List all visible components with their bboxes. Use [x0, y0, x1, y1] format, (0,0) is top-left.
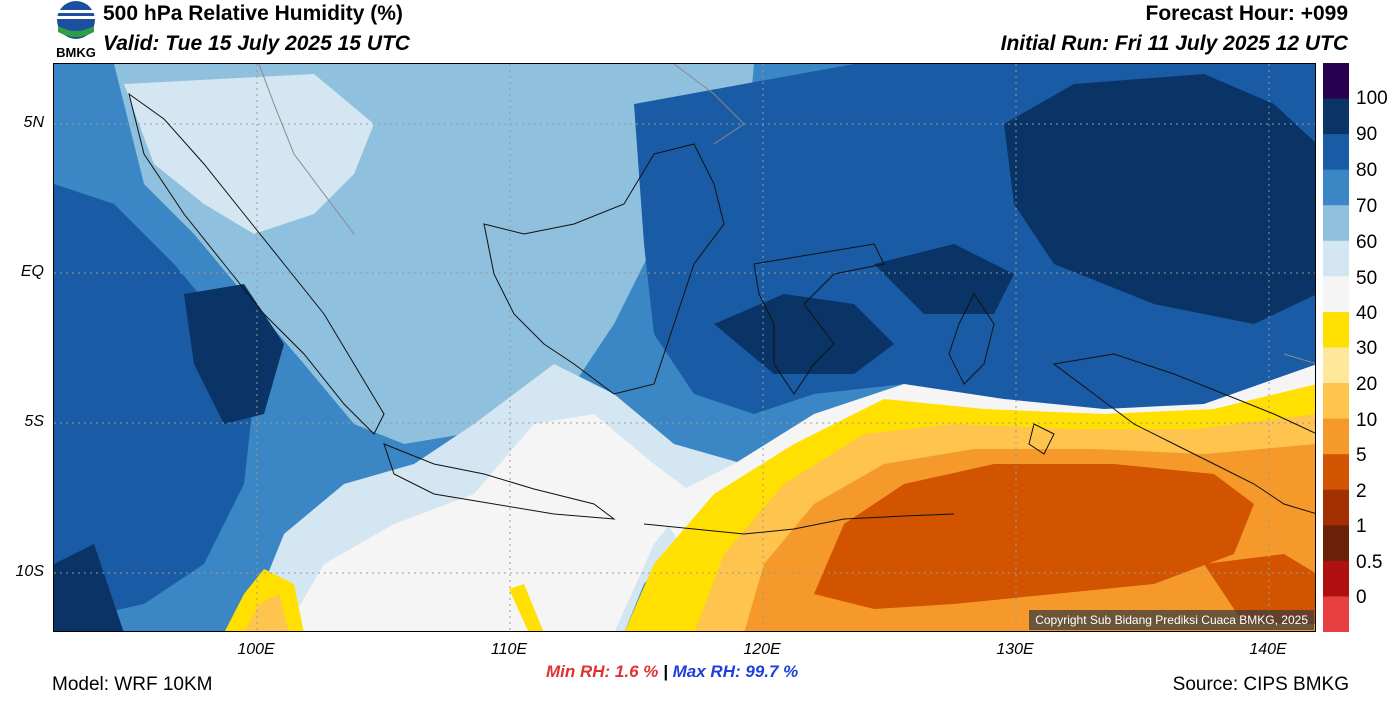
logo-text: BMKG	[56, 45, 96, 60]
coastlines	[128, 92, 1315, 535]
map-title: 500 hPa Relative Humidity (%)	[103, 2, 403, 25]
lat-label-5n: 5N	[23, 114, 44, 131]
colorbar	[1323, 63, 1349, 632]
humidity-field	[54, 64, 1315, 631]
colorbar-label: 50	[1356, 268, 1378, 289]
colorbar-label: 5	[1356, 445, 1367, 466]
lon-label-140e: 140E	[1249, 641, 1287, 658]
bmkg-logo: BMKG	[56, 1, 96, 60]
colorbar-segment	[1323, 169, 1349, 206]
colorbar-label: 40	[1356, 303, 1378, 324]
lon-label-130e: 130E	[996, 641, 1034, 658]
colorbar-segment	[1323, 560, 1349, 597]
colorbar-segment	[1323, 63, 1349, 100]
colorbar-label: 20	[1356, 374, 1378, 395]
colorbar-label: 0	[1356, 587, 1367, 608]
lon-label-120e: 120E	[743, 641, 781, 658]
colorbar-label: 1	[1356, 516, 1367, 537]
humidity-map: Copyright Sub Bidang Prediksi Cuaca BMKG…	[53, 63, 1316, 632]
max-rh: Max RH: 99.7 %	[672, 662, 799, 681]
lat-label-eq: EQ	[20, 263, 44, 280]
lat-label-10s: 10S	[15, 563, 44, 580]
colorbar-segment	[1323, 98, 1349, 135]
valid-time: Valid: Tue 15 July 2025 15 UTC	[103, 32, 410, 55]
colorbar-label: 70	[1356, 196, 1378, 217]
copyright-notice: Copyright Sub Bidang Prediksi Cuaca BMKG…	[1029, 610, 1314, 630]
colorbar-label: 80	[1356, 160, 1378, 181]
colorbar-segment	[1323, 418, 1349, 455]
lon-label-100e: 100E	[237, 641, 275, 658]
colorbar-segment	[1323, 205, 1349, 242]
colorbar-segment	[1323, 276, 1349, 313]
stats-separator: |	[663, 662, 668, 681]
initial-run: Initial Run: Fri 11 July 2025 12 UTC	[1000, 32, 1348, 55]
lat-label-5s: 5S	[24, 413, 44, 430]
colorbar-segment	[1323, 525, 1349, 562]
rh-stats: Min RH: 1.6 % | Max RH: 99.7 %	[546, 662, 798, 682]
forecast-hour: Forecast Hour: +099	[1145, 2, 1349, 25]
colorbar-label: 2	[1356, 481, 1367, 502]
min-rh: Min RH: 1.6 %	[546, 662, 659, 681]
colorbar-segment	[1323, 489, 1349, 526]
colorbar-segment	[1323, 134, 1349, 171]
colorbar-segment	[1323, 311, 1349, 348]
colorbar-label: 60	[1356, 232, 1378, 253]
colorbar-label: 30	[1356, 338, 1378, 359]
model-label: Model: WRF 10KM	[52, 674, 213, 695]
colorbar-segment	[1323, 347, 1349, 384]
colorbar-segment	[1323, 383, 1349, 420]
colorbar-segment	[1323, 240, 1349, 277]
colorbar-label: 100	[1356, 88, 1388, 109]
colorbar-label: 10	[1356, 410, 1378, 431]
colorbar-label: 0.5	[1356, 552, 1383, 573]
source-label: Source: CIPS BMKG	[1172, 674, 1349, 695]
colorbar-segment	[1323, 596, 1349, 632]
colorbar-segment	[1323, 454, 1349, 491]
colorbar-label: 90	[1356, 124, 1378, 145]
lon-label-110e: 110E	[490, 641, 528, 658]
